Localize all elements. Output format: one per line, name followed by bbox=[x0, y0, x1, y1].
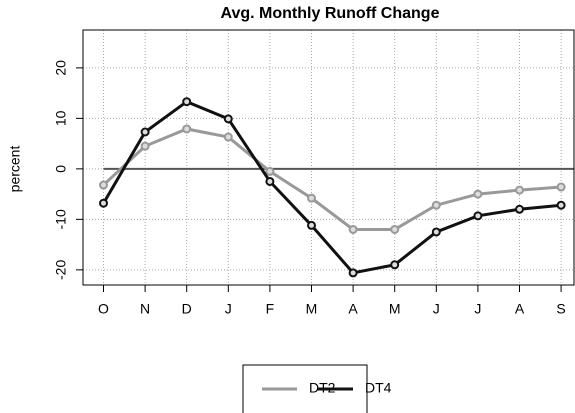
data-point bbox=[390, 224, 400, 234]
data-point bbox=[99, 198, 108, 208]
data-point bbox=[140, 141, 150, 151]
data-point bbox=[473, 189, 483, 199]
series-line bbox=[102, 99, 562, 275]
data-point bbox=[182, 97, 192, 107]
data-point bbox=[307, 193, 316, 203]
series-line bbox=[102, 127, 562, 231]
data-point bbox=[431, 227, 441, 237]
x-tick-label: D bbox=[182, 301, 192, 317]
data-point bbox=[515, 204, 524, 214]
x-tick-label: N bbox=[140, 301, 150, 317]
data-point bbox=[99, 180, 108, 190]
plot-frame bbox=[82, 29, 575, 286]
y-tick-label: -20 bbox=[53, 260, 69, 280]
x-tick-label: A bbox=[515, 301, 525, 317]
chart-title: Avg. Monthly Runoff Change bbox=[221, 5, 440, 22]
data-point bbox=[390, 260, 400, 270]
x-tick-label: M bbox=[389, 301, 401, 317]
data-point bbox=[556, 182, 566, 192]
x-tick-label: J bbox=[474, 301, 481, 317]
x-tick-label: J bbox=[225, 301, 232, 317]
data-point bbox=[431, 200, 441, 210]
y-tick-label: 10 bbox=[53, 110, 69, 126]
y-tick-label: 0 bbox=[53, 165, 69, 173]
x-tick-label: F bbox=[266, 301, 275, 317]
y-tick-label: 20 bbox=[53, 60, 69, 76]
data-point bbox=[223, 132, 233, 142]
data-point bbox=[348, 268, 358, 278]
data-point bbox=[307, 220, 316, 230]
x-tick-label: O bbox=[98, 301, 109, 317]
data-point bbox=[515, 185, 524, 195]
data-point bbox=[348, 224, 358, 234]
data-point bbox=[265, 166, 275, 176]
y-tick-label: -10 bbox=[53, 209, 69, 229]
data-point bbox=[182, 124, 192, 134]
data-point bbox=[140, 127, 150, 137]
y-axis-label: percent bbox=[7, 146, 23, 193]
data-point bbox=[556, 200, 566, 210]
data-point bbox=[223, 114, 233, 124]
x-tick-label: S bbox=[556, 301, 565, 317]
x-tick-label: J bbox=[433, 301, 440, 317]
data-point bbox=[473, 211, 483, 221]
legend-label: DT4 bbox=[365, 380, 392, 396]
data-point bbox=[265, 176, 275, 186]
x-tick-label: A bbox=[348, 301, 358, 317]
x-tick-label: M bbox=[306, 301, 318, 317]
